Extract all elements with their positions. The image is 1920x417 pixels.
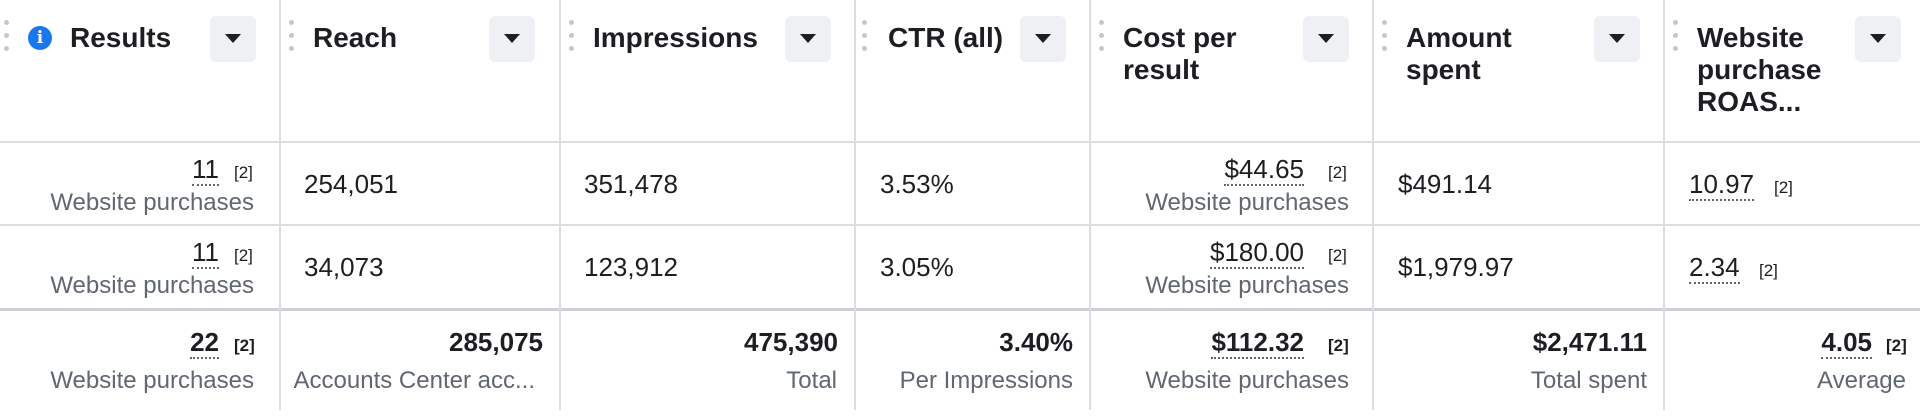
reach-value: 254,051 (304, 169, 398, 199)
column-header-amount-spent[interactable]: Amount spent (1374, 0, 1663, 142)
column-title: Cost per result (1123, 22, 1237, 85)
column-menu-button[interactable] (1855, 16, 1901, 62)
column-menu-button[interactable] (210, 16, 256, 62)
column-title: Reach (313, 22, 398, 53)
column-menu-button[interactable] (1303, 16, 1349, 62)
total-reach-label: Accounts Center acc... (293, 367, 535, 394)
column-divider (559, 0, 561, 410)
column-menu-button[interactable] (489, 16, 535, 62)
chevron-down-icon (1870, 34, 1886, 43)
chevron-down-icon (1035, 34, 1051, 43)
footnote-marker: [2] (1759, 261, 1778, 280)
column-menu-button[interactable] (1020, 16, 1066, 62)
footnote-marker: [2] (1774, 178, 1793, 197)
total-roas-value[interactable]: 4.05 (1821, 327, 1872, 359)
totals-cost-per-result: $112.32 [2] Website purchases (1091, 311, 1372, 410)
footnote-marker: [2] (234, 246, 253, 265)
column-menu-button[interactable] (1594, 16, 1640, 62)
drag-handle-icon[interactable] (569, 20, 575, 56)
total-impressions-value: 475,390 (744, 327, 838, 357)
table-row-2-cost-per-result: $180.00 [2] Website purchases (1091, 226, 1372, 308)
total-ctr-value: 3.40% (999, 327, 1073, 357)
column-divider (1663, 0, 1665, 410)
reach-value: 34,073 (304, 252, 384, 282)
total-amount-spent-label: Total spent (1530, 367, 1647, 394)
column-title: Amount spent (1406, 22, 1512, 85)
column-title: CTR (all) (888, 22, 1004, 53)
footnote-marker: [2] (1886, 336, 1907, 355)
info-icon[interactable]: i (28, 26, 52, 50)
total-results-label: Website purchases (50, 367, 254, 394)
footnote-marker: [2] (1328, 246, 1347, 265)
impressions-value: 123,912 (584, 252, 678, 282)
column-header-reach[interactable]: Reach (281, 0, 559, 142)
column-menu-button[interactable] (785, 16, 831, 62)
footnote-marker: [2] (1328, 336, 1349, 355)
drag-handle-icon[interactable] (1382, 20, 1388, 56)
results-value[interactable]: 11 (192, 237, 219, 269)
results-label: Website purchases (50, 272, 254, 299)
column-title: Website purchase ROAS... (1697, 22, 1822, 117)
column-header-results[interactable]: i Results (0, 0, 279, 142)
totals-impressions: 475,390 Total (561, 311, 854, 410)
drag-handle-icon[interactable] (289, 20, 295, 56)
total-cost-per-result-value[interactable]: $112.32 (1211, 327, 1304, 359)
column-title: Results (70, 22, 172, 53)
footnote-marker: [2] (234, 336, 255, 355)
total-roas-label: Average (1817, 367, 1906, 394)
chevron-down-icon (800, 34, 816, 43)
total-cost-per-result-label: Website purchases (1145, 367, 1349, 394)
column-divider (854, 0, 856, 410)
results-value[interactable]: 11 (192, 154, 219, 186)
column-title: Impressions (593, 22, 758, 53)
cost-per-result-label: Website purchases (1145, 272, 1349, 299)
total-impressions-label: Total (786, 367, 837, 394)
cost-per-result-label: Website purchases (1145, 189, 1349, 216)
total-ctr-label: Per Impressions (899, 367, 1073, 394)
roas-value[interactable]: 10.97 (1689, 169, 1755, 201)
drag-handle-icon[interactable] (1099, 20, 1105, 56)
column-header-website-purchase-roas[interactable]: Website purchase ROAS... (1665, 0, 1920, 142)
chevron-down-icon (225, 34, 241, 43)
column-header-impressions[interactable]: Impressions (561, 0, 854, 142)
totals-amount-spent: $2,471.11 Total spent (1374, 311, 1663, 410)
footnote-marker: [2] (234, 163, 253, 182)
chevron-down-icon (1609, 34, 1625, 43)
row-divider (0, 224, 1920, 226)
totals-ctr: 3.40% Per Impressions (856, 311, 1089, 410)
column-header-cost-per-result[interactable]: Cost per result (1091, 0, 1372, 142)
footnote-marker: [2] (1328, 163, 1347, 182)
cost-per-result-value[interactable]: $44.65 (1224, 154, 1304, 186)
totals-roas: 4.05 [2] Average (1665, 311, 1920, 410)
drag-handle-icon[interactable] (1673, 20, 1679, 56)
header-divider (0, 141, 1920, 143)
ctr-value: 3.53% (880, 169, 954, 199)
ctr-value: 3.05% (880, 252, 954, 282)
cost-per-result-value[interactable]: $180.00 (1210, 237, 1304, 269)
amount-spent-value: $1,979.97 (1398, 252, 1514, 282)
column-header-ctr[interactable]: CTR (all) (856, 0, 1089, 142)
chevron-down-icon (504, 34, 520, 43)
table-row-1-cost-per-result: $44.65 [2] Website purchases (1091, 143, 1372, 224)
totals-reach: 285,075 Accounts Center acc... (281, 311, 559, 410)
impressions-value: 351,478 (584, 169, 678, 199)
total-amount-spent-value: $2,471.11 (1532, 327, 1647, 357)
column-divider (1089, 0, 1091, 410)
total-reach-value: 285,075 (449, 327, 543, 357)
drag-handle-icon[interactable] (862, 20, 868, 56)
total-results-value[interactable]: 22 (190, 327, 219, 359)
table-row-1-results: 11 [2] Website purchases (0, 143, 279, 224)
roas-value[interactable]: 2.34 (1689, 252, 1740, 284)
column-divider (279, 0, 281, 410)
results-label: Website purchases (50, 189, 254, 216)
chevron-down-icon (1318, 34, 1334, 43)
table-row-2-results: 11 [2] Website purchases (0, 226, 279, 308)
totals-results: 22 [2] Website purchases (0, 311, 279, 410)
totals-divider (0, 308, 1920, 311)
amount-spent-value: $491.14 (1398, 169, 1492, 199)
drag-handle-icon[interactable] (4, 20, 10, 56)
column-divider (1372, 0, 1374, 410)
